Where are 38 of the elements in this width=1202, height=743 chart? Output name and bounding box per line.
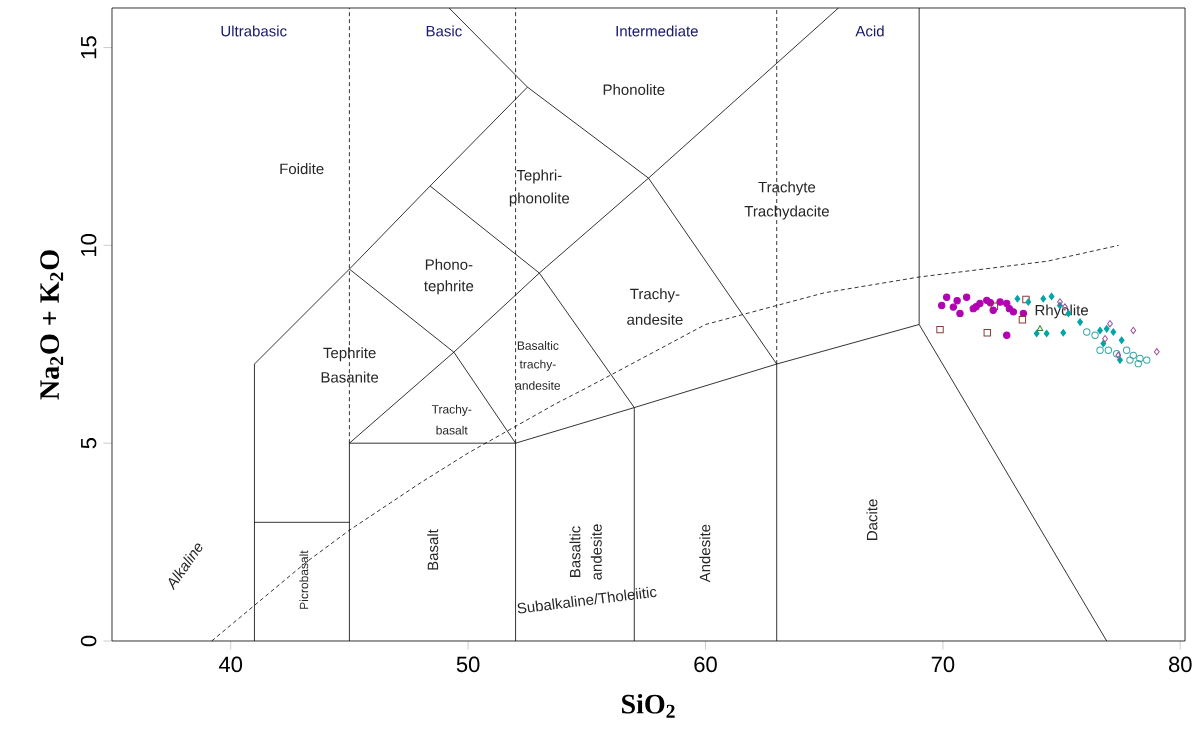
- annotation: Basalt: [427, 529, 439, 570]
- x-axis-title: SiO$_{2}$: [622, 693, 675, 718]
- y-axis-title: Na$_{2}$O + K$_{2}$O: [40, 250, 64, 400]
- x-tick-label: 80: [1168, 656, 1192, 673]
- annotation: Acid: [855, 25, 884, 37]
- annotation: andesite: [590, 524, 602, 580]
- annotation: trachy-: [519, 359, 556, 371]
- annotation: Phono-: [425, 258, 473, 270]
- y-tick-label: 0: [80, 635, 97, 647]
- annotation: Tephrite: [323, 347, 376, 362]
- annotation: Picrobasalt: [299, 550, 309, 609]
- annotation: Trachyte: [758, 181, 816, 196]
- annotation: andesite: [515, 380, 561, 390]
- x-tick-label: 50: [456, 656, 480, 673]
- annotation: andesite: [627, 313, 683, 325]
- x-tick-label: 60: [694, 656, 717, 673]
- annotation: Foidite: [280, 163, 324, 175]
- annotation: Basic: [426, 25, 462, 37]
- annotation: Trachy-: [630, 288, 680, 303]
- annotation: Basaltic: [569, 526, 581, 578]
- annotation: Andesite: [699, 524, 711, 583]
- annotation: Trachydacite: [744, 205, 829, 220]
- annotation: Basanite: [321, 371, 379, 383]
- annotation: Trachy-: [431, 404, 472, 416]
- annotation: Basaltic: [517, 341, 559, 350]
- annotation: Tephri-: [516, 169, 562, 184]
- annotation: tephrite: [424, 280, 474, 295]
- x-tick-label: 70: [931, 656, 955, 673]
- y-tick-label: 10: [80, 234, 97, 256]
- annotation: Intermediate: [616, 25, 698, 37]
- annotation: Phonolite: [603, 84, 665, 96]
- annotation: Dacite: [866, 499, 878, 540]
- annotation: Ultrabasic: [221, 25, 287, 37]
- y-tick-label: 5: [81, 438, 97, 449]
- annotation: basalt: [436, 425, 468, 435]
- y-tick-label: 15: [81, 36, 97, 59]
- annotation: phonolite: [509, 192, 570, 207]
- x-tick-label: 40: [218, 656, 243, 673]
